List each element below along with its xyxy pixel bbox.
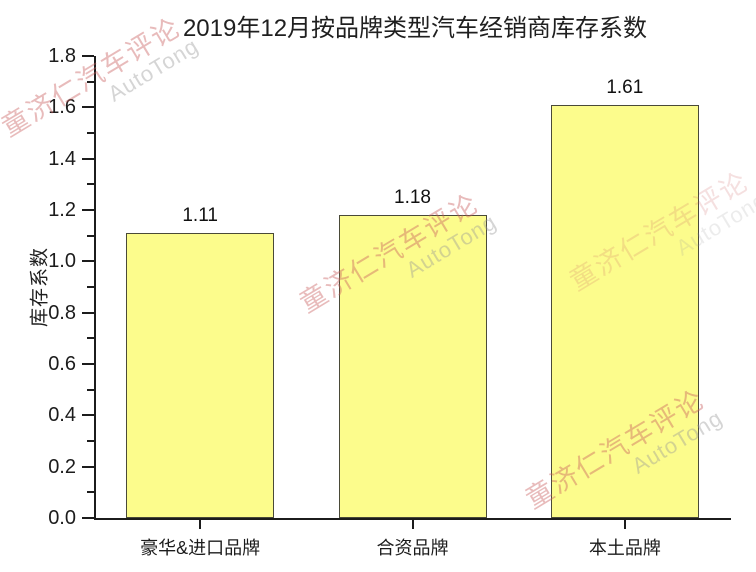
bar-1 [126,233,275,518]
x-axis-tick [199,520,202,529]
y-axis-major-tick [82,106,94,109]
bar-value-label: 1.61 [606,76,644,98]
y-axis-tick-label: 0.6 [48,353,76,375]
bar-3 [550,104,699,518]
x-axis-category-label: 合资品牌 [376,538,449,558]
y-axis-tick-label: 0.0 [48,507,76,529]
y-axis-major-tick [82,55,94,57]
y-axis-minor-tick [87,234,94,237]
y-axis-tick-label: 0.8 [48,301,76,324]
y-axis-minor-tick [87,286,94,288]
y-axis-tick-label: 1.0 [48,250,76,273]
y-axis-tick-label: 1.6 [48,96,76,119]
x-axis-tick [411,520,414,529]
y-axis-minor-tick [87,440,94,442]
bar-value-label: 1.11 [182,205,218,227]
y-axis-major-tick [82,260,94,263]
y-axis-tick-label: 1.8 [48,45,76,67]
x-axis-category-label: 本土品牌 [588,538,661,558]
watermark-en-text: AutoTong [103,33,203,107]
y-axis-minor-tick [87,491,94,494]
y-axis-tick-label: 0.4 [48,404,76,427]
y-axis-minor-tick [87,80,94,83]
y-axis-tick-label: 1.4 [48,147,76,170]
y-axis-major-tick [82,311,94,314]
x-axis-line [94,518,731,520]
y-axis-major-tick [82,363,94,365]
y-axis-line [94,56,96,520]
y-axis-minor-tick [87,132,94,134]
y-axis-minor-tick [87,183,94,186]
y-axis-tick-label: 0.2 [48,455,76,478]
bar-value-label: 1.18 [394,187,431,209]
y-axis-tick-label: 1.2 [48,199,76,221]
x-axis-tick [623,520,626,529]
y-axis-major-tick [82,157,94,160]
y-axis-major-tick [82,209,94,211]
y-axis-major-tick [82,414,94,417]
bar-2 [338,215,487,518]
y-axis-major-tick [82,465,94,468]
x-axis-category-label: 豪华&进口品牌 [140,538,261,558]
chart-title: 2019年12月按品牌类型汽车经销商库存系数 [182,15,648,42]
y-axis-major-tick [82,517,94,519]
y-axis-minor-tick [87,337,94,340]
y-axis-minor-tick [87,388,94,391]
